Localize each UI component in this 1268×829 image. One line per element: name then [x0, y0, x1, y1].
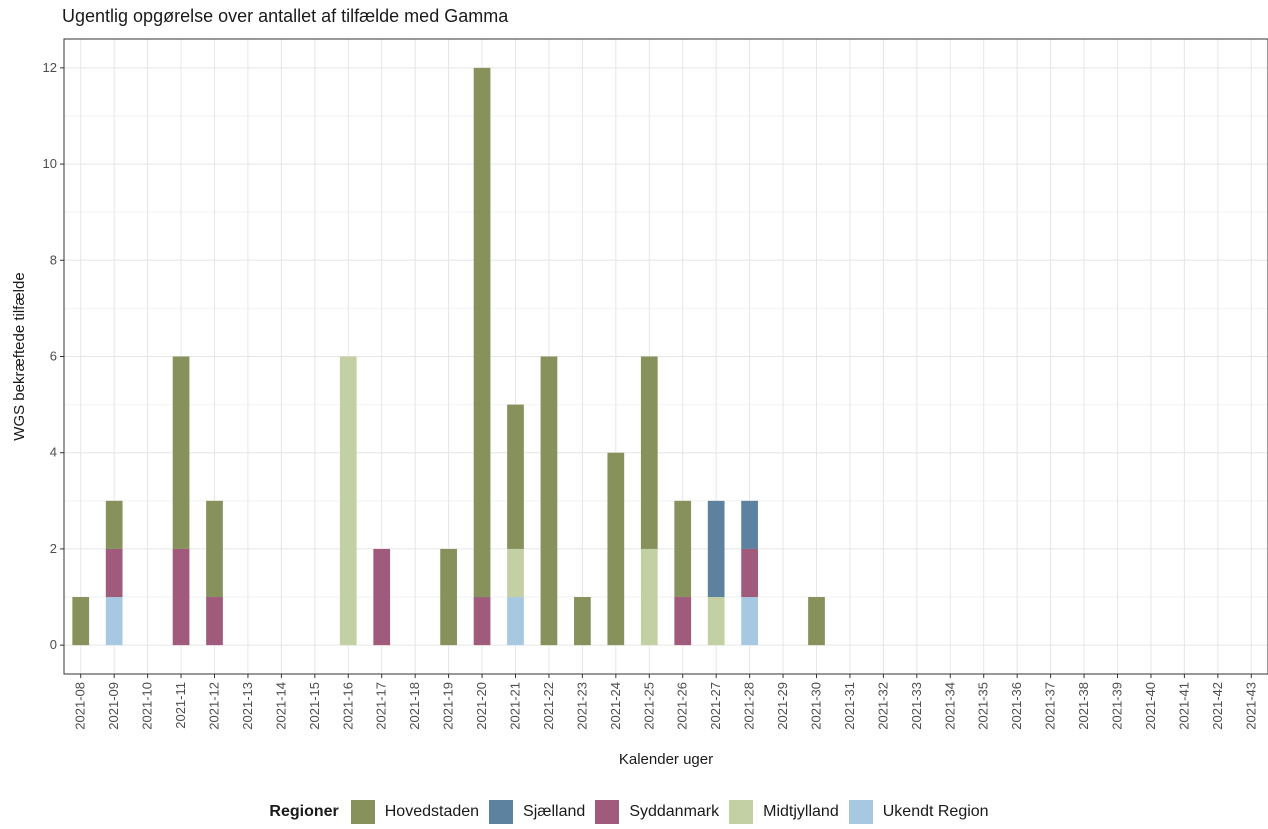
- x-tick-label: 2021-30: [809, 682, 824, 730]
- y-tick-label: 2: [50, 541, 57, 556]
- axes: 0 2 4 6 8 10 12 2021-08 2021-09 2021-10 2021-11 202…: [43, 60, 1259, 730]
- bar-segment-hovedstaden-2021-21: [507, 404, 524, 549]
- bar-segment-ukendt-region-2021-21: [507, 597, 524, 646]
- x-tick-label: 2021-18: [407, 682, 422, 730]
- bar-segment-hovedstaden-2021-30: [808, 597, 825, 646]
- legend-label: Ukendt Region: [882, 803, 989, 820]
- bar-segment-sjælland-2021-28: [741, 500, 758, 549]
- legend-title: Regioner: [269, 803, 339, 820]
- y-tick-label: 6: [50, 349, 57, 364]
- y-axis-title: WGS bekræftede tilfælde: [11, 272, 28, 440]
- x-tick-label: 2021-27: [708, 682, 723, 730]
- x-tick-label: 2021-39: [1110, 682, 1125, 730]
- bar-segment-hovedstaden-2021-26: [674, 500, 692, 598]
- bar-segment-hovedstaden-2021-11: [172, 356, 190, 549]
- legend-label: Sjælland: [523, 803, 586, 820]
- x-tick-label: 2021-25: [641, 682, 656, 730]
- bar-segment-hovedstaden-2021-22: [540, 356, 558, 646]
- x-tick-label: 2021-16: [340, 682, 355, 730]
- x-tick-label: 2021-20: [474, 682, 489, 730]
- x-tick-label: 2021-17: [374, 682, 389, 730]
- x-tick-label: 2021-23: [574, 682, 589, 730]
- bar-segment-sjælland-2021-27: [707, 500, 725, 598]
- x-tick-label: 2021-21: [508, 682, 523, 730]
- bar-segment-ukendt-region-2021-09: [105, 597, 123, 646]
- y-tick-label: 8: [50, 252, 57, 267]
- x-tick-label: 2021-37: [1043, 682, 1058, 730]
- x-tick-label: 2021-43: [1243, 682, 1258, 730]
- x-tick-label: 2021-26: [675, 682, 690, 730]
- legend-item-sjælland: Sjælland: [489, 800, 585, 824]
- legend-item-syddanmark: Syddanmark: [595, 800, 719, 824]
- x-tick-label: 2021-14: [273, 682, 288, 730]
- legend-key: [848, 800, 873, 824]
- legend-item-ukendt-region: Ukendt Region: [848, 800, 989, 824]
- bar-segment-hovedstaden-2021-20: [473, 67, 491, 598]
- legend-key: [729, 800, 754, 824]
- x-tick-label: 2021-29: [775, 682, 790, 730]
- x-tick-label: 2021-22: [541, 682, 556, 730]
- bar-segment-syddanmark-2021-09: [105, 548, 123, 598]
- legend-items: Hovedstaden Sjælland Syddanmark Midtjylland…: [350, 800, 999, 824]
- legend-label: Hovedstaden: [384, 803, 480, 820]
- legend-label: Syddanmark: [629, 803, 720, 820]
- legend-key: [350, 800, 375, 824]
- bar-segment-ukendt-region-2021-28: [741, 597, 758, 646]
- bar-segment-hovedstaden-2021-19: [440, 548, 457, 646]
- x-tick-label: 2021-42: [1210, 682, 1225, 730]
- legend-label: Midtjylland: [763, 803, 839, 820]
- x-tick-label: 2021-33: [909, 682, 924, 730]
- x-axis-title: Kalender uger: [619, 751, 713, 768]
- bar-segment-midtjylland-2021-21: [507, 548, 524, 598]
- x-tick-label: 2021-38: [1076, 682, 1091, 730]
- legend-item-hovedstaden: Hovedstaden: [350, 800, 480, 824]
- x-tick-label: 2021-31: [842, 682, 857, 730]
- x-tick-label: 2021-41: [1176, 682, 1191, 730]
- x-tick-label: 2021-15: [307, 682, 322, 730]
- legend: Regioner Hovedstaden Sjælland Syddanmark Mi…: [0, 800, 1268, 824]
- y-tick-label: 4: [50, 445, 57, 460]
- x-tick-label: 2021-19: [441, 682, 456, 730]
- legend-key: [489, 800, 514, 824]
- x-tick-label: 2021-10: [140, 682, 155, 730]
- x-tick-label: 2021-35: [976, 682, 991, 730]
- bar-segment-midtjylland-2021-16: [339, 356, 357, 646]
- x-tick-label: 2021-32: [875, 682, 890, 730]
- bar-segment-midtjylland-2021-25: [640, 548, 658, 646]
- y-tick-label: 12: [43, 60, 57, 75]
- x-tick-label: 2021-34: [942, 682, 957, 730]
- bar-segment-syddanmark-2021-17: [373, 548, 391, 646]
- x-tick-label: 2021-12: [207, 682, 222, 730]
- bar-segment-syddanmark-2021-28: [741, 548, 758, 598]
- x-tick-label: 2021-24: [608, 682, 623, 730]
- bar-segment-hovedstaden-2021-12: [206, 500, 223, 598]
- legend-item-midtjylland: Midtjylland: [729, 800, 839, 824]
- x-tick-label: 2021-28: [742, 682, 757, 730]
- x-tick-label: 2021-08: [73, 682, 88, 730]
- bars: [72, 67, 825, 646]
- bar-chart: 0 2 4 6 8 10 12 2021-08 2021-09 2021-10 2021-11 202…: [11, 38, 1268, 768]
- bar-segment-syddanmark-2021-26: [674, 597, 692, 646]
- x-tick-label: 2021-13: [240, 682, 255, 730]
- y-tick-label: 10: [43, 156, 57, 171]
- x-tick-label: 2021-09: [106, 682, 121, 730]
- bar-segment-syddanmark-2021-11: [172, 548, 190, 646]
- x-tick-label: 2021-36: [1009, 682, 1024, 730]
- bar-segment-hovedstaden-2021-25: [640, 356, 658, 549]
- grid-lines: [64, 39, 1268, 674]
- legend-key: [595, 800, 620, 824]
- chart-title: Ugentlig opgørelse over antallet af tilf…: [62, 6, 509, 26]
- x-tick-label: 2021-11: [173, 682, 188, 729]
- bar-segment-hovedstaden-2021-08: [72, 597, 90, 646]
- y-tick-label: 0: [50, 637, 57, 652]
- x-tick-label: 2021-40: [1143, 682, 1158, 730]
- bar-segment-hovedstaden-2021-23: [574, 597, 591, 646]
- bar-segment-hovedstaden-2021-09: [105, 500, 123, 549]
- bar-segment-syddanmark-2021-12: [206, 597, 223, 646]
- bar-segment-syddanmark-2021-20: [473, 597, 491, 646]
- bar-segment-hovedstaden-2021-24: [607, 452, 625, 646]
- bar-segment-midtjylland-2021-27: [707, 597, 725, 646]
